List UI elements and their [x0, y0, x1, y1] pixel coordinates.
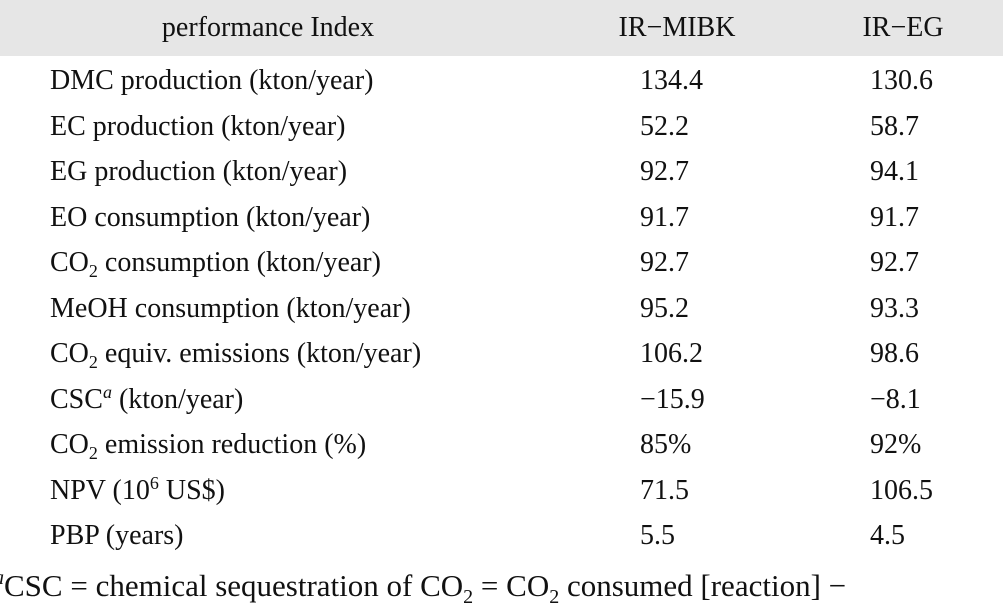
- value-cell: 94.1: [870, 156, 919, 187]
- value-cell: 106.5: [870, 474, 933, 506]
- superscript: a: [102, 381, 112, 402]
- label-text: CO: [50, 429, 89, 460]
- footnote-sub: 2: [463, 586, 474, 608]
- footnote: aCSC = chemical sequestration of CO2 = C…: [0, 567, 847, 607]
- footnote-sub: 2: [549, 586, 560, 608]
- value-cell: 5.5: [640, 520, 675, 551]
- footnote-text: consumed [reaction] −: [559, 568, 847, 603]
- value-cell: 93.3: [870, 292, 919, 324]
- superscript: 6: [149, 472, 159, 493]
- footnote-text: CSC = chemical sequestration of CO: [4, 568, 464, 603]
- row-label: EO consumption (kton/year): [50, 201, 371, 233]
- label-text: CSC: [50, 383, 103, 415]
- value-cell: 92.7: [640, 156, 689, 187]
- value-cell: 85%: [640, 429, 692, 460]
- value-cell: −8.1: [870, 383, 921, 415]
- value-cell: 130.6: [870, 65, 933, 96]
- label-text: EG production (kton/year): [50, 156, 348, 187]
- value-cell: 98.6: [870, 338, 919, 369]
- subscript: 2: [88, 443, 98, 463]
- value-cell: 71.5: [640, 474, 689, 506]
- value-cell: 91.7: [640, 201, 689, 233]
- value-cell: 52.2: [640, 110, 689, 142]
- row-label: CO2 emission reduction (%): [50, 429, 367, 463]
- value-cell: 4.5: [870, 520, 905, 551]
- value-cell: −15.9: [640, 383, 705, 415]
- row-label: CO2 consumption (kton/year): [50, 247, 381, 281]
- row-label: NPV (106 US$): [50, 474, 225, 506]
- row-label: CSCa (kton/year): [50, 383, 244, 415]
- value-cell: 58.7: [870, 110, 919, 142]
- value-cell: 95.2: [640, 292, 689, 324]
- row-label: EG production (kton/year): [50, 158, 347, 186]
- label-text: US$): [158, 474, 225, 506]
- label-text: EO consumption (kton/year): [50, 201, 371, 233]
- value-cell: 92%: [870, 429, 922, 460]
- row-label: MeOH consumption (kton/year): [50, 292, 411, 324]
- label-text: CO: [50, 338, 89, 369]
- label-text: equiv. emissions (kton/year): [97, 338, 422, 369]
- label-text: EC production (kton/year): [50, 110, 346, 142]
- row-label: EC production (kton/year): [50, 110, 346, 142]
- row-label: PBP (years): [50, 522, 184, 550]
- header-cell: performance Index: [161, 12, 375, 43]
- value-cell: 134.4: [640, 65, 703, 96]
- header-band: [0, 0, 1003, 56]
- subscript: 2: [88, 352, 98, 372]
- value-cell: 92.7: [870, 247, 919, 278]
- label-text: consumption (kton/year): [97, 247, 381, 278]
- value-cell: 91.7: [870, 201, 919, 233]
- label-text: NPV (10: [50, 474, 150, 506]
- header-cell: IR−EG: [862, 12, 944, 43]
- footnote-mark: a: [0, 567, 4, 589]
- label-text: MeOH consumption (kton/year): [50, 292, 411, 324]
- value-cell: 92.7: [640, 247, 689, 278]
- subscript: 2: [88, 261, 98, 281]
- label-text: CO: [50, 247, 89, 278]
- label-text: PBP (years): [50, 520, 184, 551]
- value-cell: 106.2: [640, 338, 703, 369]
- row-label: DMC production (kton/year): [50, 67, 374, 95]
- label-text: DMC production (kton/year): [50, 65, 374, 96]
- label-text: emission reduction (%): [97, 429, 367, 460]
- footnote-text: = CO: [473, 568, 550, 603]
- row-label: CO2 equiv. emissions (kton/year): [50, 338, 422, 372]
- header-cell: IR−MIBK: [618, 12, 736, 43]
- label-text: (kton/year): [111, 383, 244, 415]
